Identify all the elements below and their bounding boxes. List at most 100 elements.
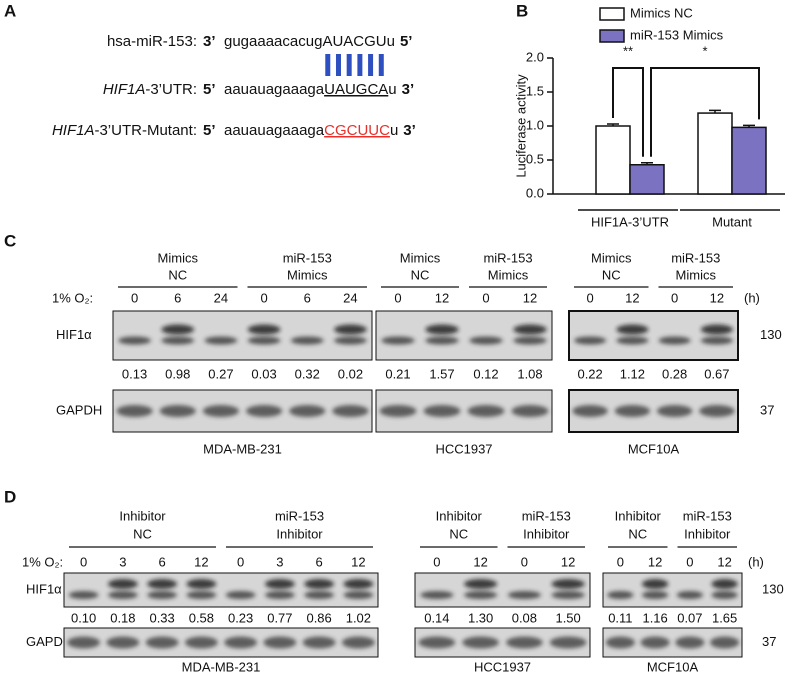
band [264, 579, 295, 589]
error-bar [607, 123, 619, 126]
group-title: Inhibitor [436, 508, 483, 523]
y-tick-label: 1.0 [526, 117, 544, 132]
group-title: Mimics [591, 250, 632, 265]
band [641, 579, 669, 589]
band [711, 579, 738, 589]
y-tick-label: 2.0 [526, 49, 544, 64]
band [302, 636, 336, 649]
group-title: Inhibitor [615, 508, 662, 523]
band [513, 324, 547, 335]
band [289, 405, 326, 417]
band [425, 324, 459, 335]
densitometry-value: 1.08 [517, 366, 542, 381]
text-part: u [390, 122, 398, 139]
band [245, 405, 283, 417]
time-label: 12 [561, 554, 575, 569]
group-title: Mimics [400, 250, 441, 265]
row-label: GAPDH [26, 634, 72, 649]
band [161, 336, 195, 345]
x-tick-label: HIF1A-3’UTR [591, 214, 669, 229]
group-title: NC [168, 267, 187, 282]
densitometry-value: 1.02 [346, 610, 371, 625]
significance-bracket [650, 67, 760, 157]
pairing-bar [325, 54, 331, 76]
y-axis-label: Luciferase activity [513, 74, 528, 178]
band [343, 591, 374, 599]
time-label: 12 [625, 290, 639, 305]
densitometry-value: 0.14 [424, 610, 449, 625]
band [247, 336, 281, 345]
text-part: 3’ [403, 122, 416, 139]
strand-end: 5’ [203, 122, 216, 139]
densitometry-value: 0.18 [110, 610, 135, 625]
band [304, 591, 335, 599]
group-title: Inhibitor [523, 526, 570, 541]
densitometry-value: 0.77 [267, 610, 292, 625]
text-part: UAUGCA [324, 81, 388, 98]
band [147, 579, 178, 589]
sequence-name: HIF1A-3’UTR: [103, 81, 197, 98]
significance-label: * [702, 43, 707, 58]
time-label: 3 [119, 554, 126, 569]
band [464, 579, 498, 589]
error-bar [709, 109, 721, 114]
time-label: 0 [671, 290, 678, 305]
group-title: NC [602, 267, 621, 282]
band [699, 405, 735, 417]
band [506, 636, 543, 649]
sequence: aauauagaaagaCGCUUCu 3’ [224, 122, 416, 139]
band [145, 636, 179, 649]
band [464, 591, 498, 599]
text-part: hsa-miR-153: [107, 33, 197, 50]
group-title: miR-153 [275, 508, 324, 523]
size-marker: 37 [760, 402, 774, 417]
band [511, 405, 549, 417]
densitometry-value: 0.22 [577, 366, 602, 381]
band [551, 591, 585, 599]
band [118, 336, 151, 345]
bar [629, 164, 665, 195]
band [116, 405, 153, 417]
panel-label: A [4, 1, 16, 20]
text-part: 3’ [402, 81, 415, 98]
time-label: 12 [523, 290, 537, 305]
densitometry-value: 1.65 [712, 610, 737, 625]
time-label: 0 [587, 290, 594, 305]
band [341, 636, 375, 649]
group-title: miR-153 [683, 508, 732, 523]
band [710, 636, 740, 649]
blot-hif [63, 572, 379, 608]
blot-gapdh [112, 389, 373, 433]
densitometry-value: 1.12 [620, 366, 645, 381]
group-title: Mimics [488, 267, 529, 282]
time-label: 6 [304, 290, 311, 305]
size-marker: 130 [762, 581, 784, 596]
text-part: 5’ [400, 33, 413, 50]
densitometry-value: 0.67 [704, 366, 729, 381]
band [656, 405, 693, 417]
densitometry-value: 0.21 [385, 366, 410, 381]
densitometry-value: 1.30 [468, 610, 493, 625]
pairing-bar [357, 54, 363, 76]
time-unit: (h) [748, 554, 764, 569]
densitometry-value: 0.32 [295, 366, 320, 381]
time-label: 12 [194, 554, 208, 569]
band [202, 405, 240, 417]
time-label: 24 [343, 290, 357, 305]
time-label: 0 [433, 554, 440, 569]
time-label: 12 [717, 554, 731, 569]
sequence: gugaaaacacugAUACGUu 5’ [224, 33, 412, 50]
band [381, 336, 415, 345]
group-title: Inhibitor [684, 526, 731, 541]
strand-end: 5’ [203, 81, 216, 98]
group-title: miR-153 [522, 508, 571, 523]
band [107, 579, 138, 589]
band [332, 405, 369, 417]
band [551, 579, 585, 589]
band [186, 591, 217, 599]
band [607, 591, 634, 599]
band [513, 336, 547, 345]
time-label: 6 [159, 554, 166, 569]
band [106, 636, 140, 649]
time-label: 0 [394, 290, 401, 305]
